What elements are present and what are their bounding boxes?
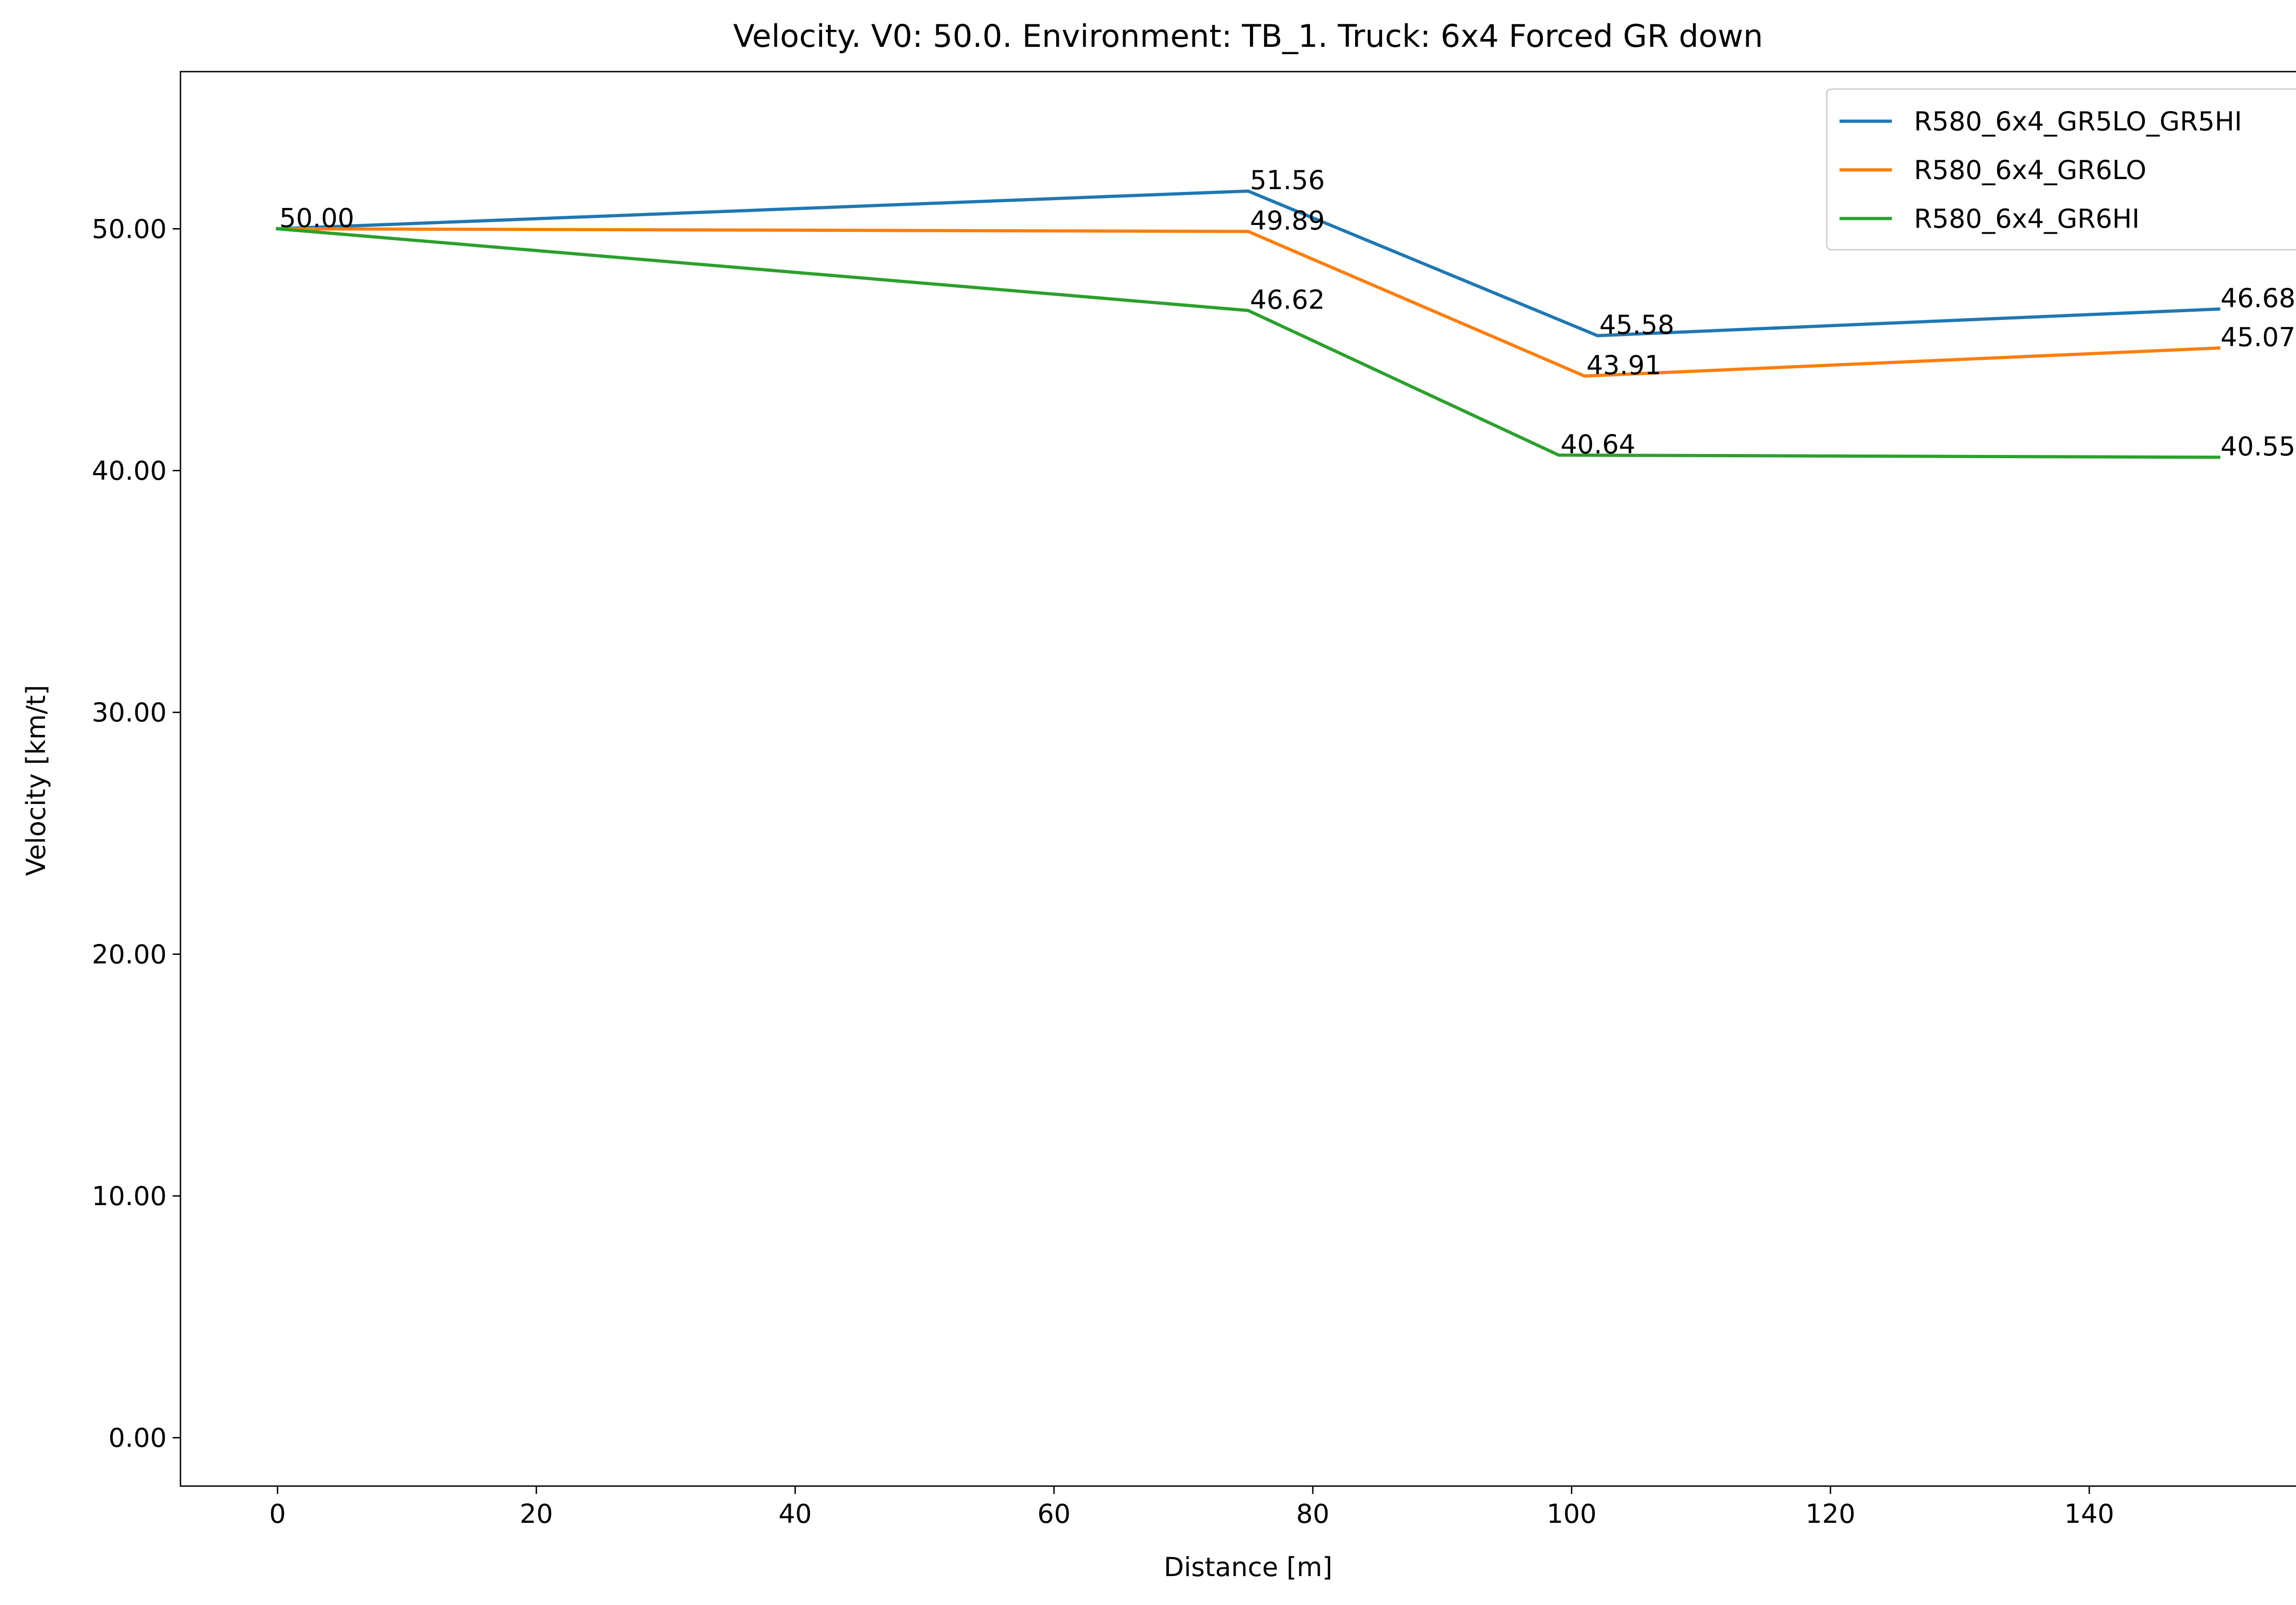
plot-area: 51.56 45.58 46.68 49.89 43.91 45.07 50.00 46.62… (180, 71, 2296, 1487)
x-tick-label: 120 (1806, 1499, 1856, 1529)
y-tick-label: 50.00 (92, 214, 167, 244)
series-line-1 (276, 189, 2221, 337)
data-label: 51.56 (1250, 165, 1325, 196)
plot-background (180, 72, 2296, 1486)
plot-frame (180, 71, 2296, 1487)
data-label: 45.58 (1599, 310, 1674, 340)
legend-box (1826, 88, 2296, 251)
x-tick-label: 100 (1547, 1499, 1597, 1529)
data-label: 46.68 (2221, 283, 2296, 314)
y-tick-label: 0.00 (108, 1423, 167, 1453)
x-axis: 0 20 40 60 80 100 120 140 (269, 1486, 2114, 1529)
y-tick-label: 10.00 (92, 1181, 167, 1212)
y-axis: 0.00 10.00 20.00 30.00 40.00 50.00 (92, 214, 180, 1453)
data-label-layer: 51.56 45.58 46.68 49.89 43.91 45.07 50.00 46.62… (279, 165, 2295, 462)
y-axis-label: Velocity [km/t] (21, 685, 51, 876)
x-tick-label: 20 (520, 1499, 553, 1529)
x-tick-label: 0 (269, 1499, 286, 1529)
x-tick-label: 60 (1037, 1499, 1071, 1529)
y-tick-label: 20.00 (92, 939, 167, 970)
x-tick-label: 140 (2064, 1499, 2114, 1529)
data-label: 40.55 (2221, 432, 2296, 462)
data-label: 50.00 (279, 203, 354, 233)
series-line-3 (276, 227, 2221, 459)
y-tick-label: 40.00 (92, 456, 167, 486)
chart-title: Velocity. V0: 50.0. Environment: TB_1. T… (733, 18, 1763, 55)
data-label: 45.07 (2221, 322, 2296, 353)
data-label: 46.62 (1250, 285, 1325, 315)
data-label: 49.89 (1250, 206, 1325, 236)
legend-label: R580_6x4_GR5LO_GR5HI (1914, 107, 2242, 137)
y-tick-label: 30.00 (92, 698, 167, 728)
data-label: 40.64 (1560, 429, 1635, 460)
legend-label: R580_6x4_GR6LO (1914, 155, 2146, 185)
legend: R580_6x4_GR5LO_GR5HI R580_6x4_GR6LO R580_6… (1826, 88, 2296, 251)
x-tick-label: 80 (1296, 1499, 1330, 1529)
series-layer (276, 189, 2221, 459)
legend-label: R580_6x4_GR6HI (1914, 204, 2139, 234)
data-label: 43.91 (1587, 350, 1661, 381)
x-tick-label: 40 (778, 1499, 812, 1529)
x-axis-label: Distance [m] (1164, 1552, 1332, 1583)
series-line-2 (276, 227, 2221, 378)
